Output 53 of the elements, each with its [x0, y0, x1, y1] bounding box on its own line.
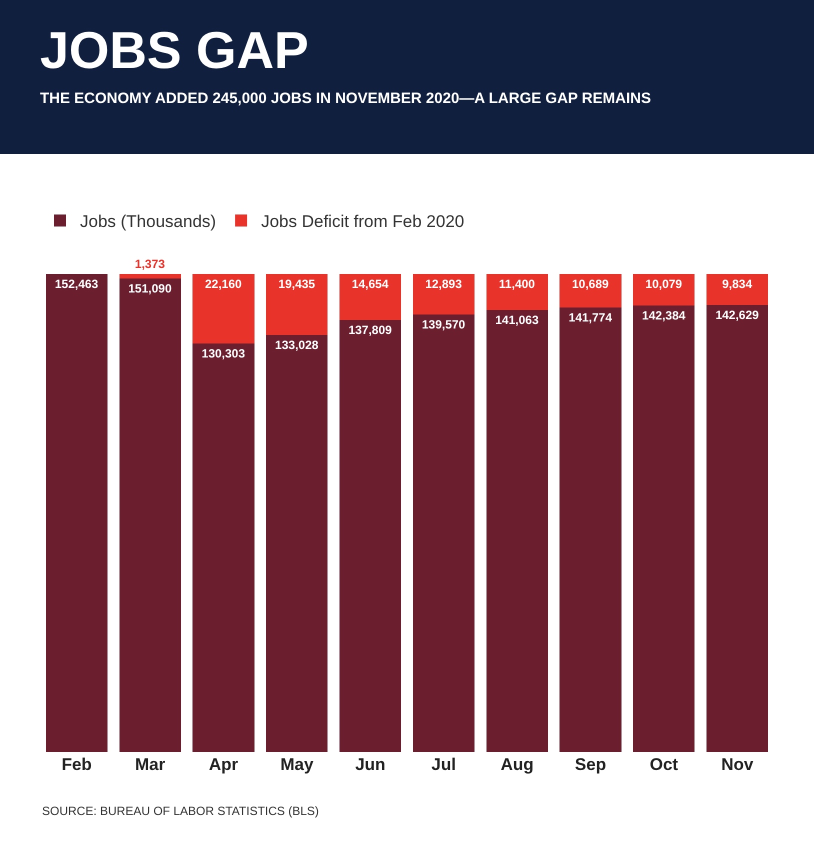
chart-title: JOBS GAP: [40, 22, 310, 80]
data-label: 19,435: [278, 277, 316, 292]
data-label: 9,834: [722, 277, 752, 292]
bar: [339, 274, 402, 320]
source-note: SOURCE: BUREAU OF LABOR STATISTICS (BLS): [42, 804, 319, 818]
data-label: 142,384: [642, 308, 686, 323]
x-tick-label: Nov: [721, 755, 754, 774]
bar: [46, 274, 108, 752]
data-label: 22,160: [204, 277, 242, 292]
bar: [119, 278, 181, 752]
data-label: 1,373: [134, 257, 166, 272]
legend-label: Jobs Deficit from Feb 2020: [261, 212, 464, 232]
x-tick-label: Oct: [650, 755, 678, 774]
data-label: 139,570: [422, 318, 466, 332]
x-tick-label: May: [280, 755, 314, 774]
bar: [119, 274, 181, 278]
bar: [266, 335, 328, 752]
data-label: 152,463: [54, 277, 99, 292]
data-label: 14,654: [352, 277, 389, 292]
x-tick-label: Feb: [62, 755, 92, 774]
x-tick-label: Aug: [500, 755, 534, 774]
data-label: 133,028: [275, 338, 319, 352]
bar: [412, 274, 475, 315]
data-label: 130,303: [202, 346, 246, 361]
bar: [560, 274, 622, 308]
data-label: 10,689: [572, 277, 610, 292]
data-label: 137,809: [348, 323, 392, 338]
data-label: 10,079: [645, 277, 682, 292]
data-label: 12,893: [425, 277, 462, 292]
data-label: 141,063: [495, 312, 539, 327]
chart-subtitle: THE ECONOMY ADDED 245,000 JOBS IN NOVEMBER 2020—A LARGE GAP REMAINS: [40, 90, 652, 107]
bar: [192, 274, 254, 344]
bar: [560, 308, 622, 752]
legend-label: Jobs (Thousands): [80, 212, 216, 232]
bar: [339, 320, 402, 752]
bar: [486, 274, 548, 310]
bar: [706, 304, 768, 752]
bar: [486, 310, 548, 752]
x-tick-label: Jun: [355, 755, 386, 774]
x-tick-label: Jul: [431, 755, 456, 774]
data-label: 142,629: [715, 308, 760, 322]
x-tick-label: Mar: [134, 755, 166, 774]
data-label: 151,090: [128, 281, 172, 296]
x-tick-label: Apr: [208, 755, 239, 774]
bar: [633, 274, 695, 306]
bar: [633, 306, 695, 752]
data-label: 141,774: [568, 310, 612, 325]
bar: [706, 274, 768, 305]
x-tick-label: Sep: [574, 755, 606, 774]
bar: [192, 344, 254, 752]
bar: [266, 274, 328, 336]
data-label: 11,400: [498, 277, 536, 292]
bar: [412, 314, 475, 752]
